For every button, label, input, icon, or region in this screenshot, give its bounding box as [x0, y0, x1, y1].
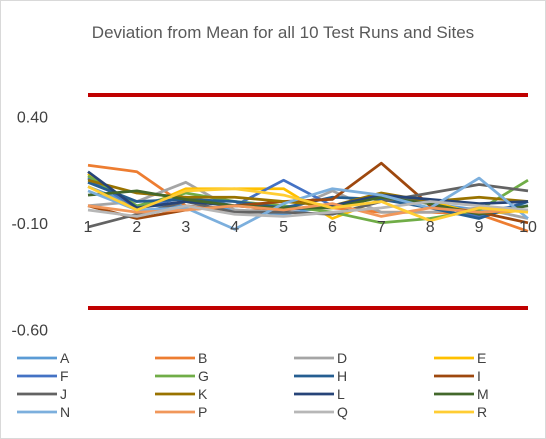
- legend-label-G: G: [198, 368, 209, 384]
- y-tick-label: 0.40: [17, 109, 48, 126]
- legend-label-M: M: [477, 386, 489, 402]
- y-tick-label: -0.60: [12, 322, 49, 339]
- legend-label-D: D: [337, 350, 347, 366]
- legend-label-P: P: [198, 404, 207, 420]
- x-tick-label: 5: [279, 219, 288, 236]
- legend-label-Q: Q: [337, 404, 348, 420]
- series-line-R: [87, 185, 529, 223]
- legend-label-F: F: [60, 368, 69, 384]
- legend-label-B: B: [198, 350, 207, 366]
- x-tick-label: 8: [426, 219, 435, 236]
- series-line-N: [87, 176, 529, 231]
- legend-label-R: R: [477, 404, 487, 420]
- x-tick-label: 4: [230, 219, 239, 236]
- series-line-Q: [87, 200, 529, 218]
- chart-title: Deviation from Mean for all 10 Test Runs…: [92, 23, 474, 42]
- legend-label-J: J: [60, 386, 67, 402]
- legend-label-L: L: [337, 386, 345, 402]
- legend-label-E: E: [477, 350, 486, 366]
- x-tick-label: 10: [519, 219, 537, 236]
- x-tick-label: 7: [377, 219, 386, 236]
- legend-label-I: I: [477, 368, 481, 384]
- x-tick-label: 6: [328, 219, 337, 236]
- x-tick-label: 2: [132, 219, 141, 236]
- legend-label-A: A: [60, 350, 70, 366]
- legend-label-H: H: [337, 368, 347, 384]
- x-tick-label: 9: [475, 219, 484, 236]
- y-tick-label: -0.10: [12, 216, 49, 233]
- legend-label-K: K: [198, 386, 208, 402]
- x-tick-label: 1: [84, 219, 93, 236]
- x-tick-label: 3: [181, 219, 190, 236]
- legend-label-N: N: [60, 404, 70, 420]
